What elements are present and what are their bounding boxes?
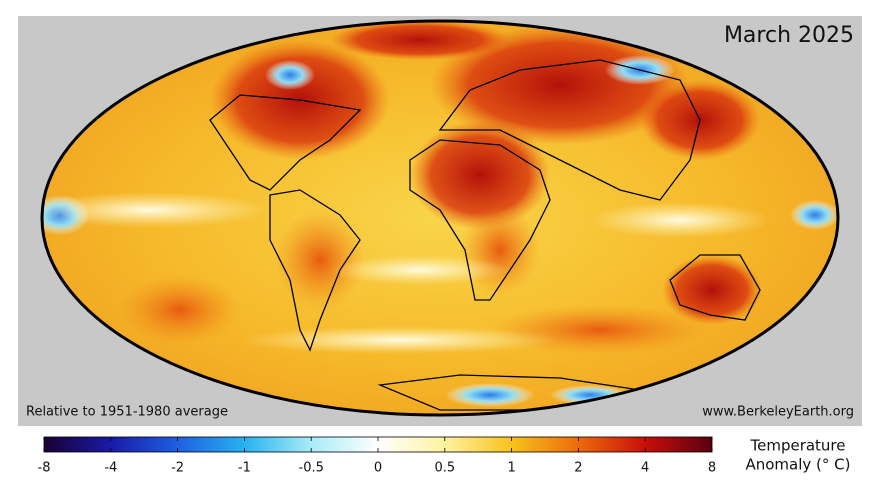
- source: www.BerkeleyEarth.org: [702, 405, 854, 420]
- colorbar-label: Anomaly (° C): [745, 456, 850, 474]
- tick-label: 4: [641, 461, 649, 476]
- tick-label: -8: [38, 461, 51, 476]
- anomaly-field: [42, 21, 838, 415]
- baseline-note: Relative to 1951-1980 average: [26, 405, 228, 420]
- tick-label: -0.5: [299, 461, 324, 476]
- tick-label: 2: [574, 461, 582, 476]
- tick-label: 8: [708, 461, 716, 476]
- colorbar-label: Temperature: [749, 437, 845, 455]
- colorbar-ticks: -8 -4 -2 -1 -0.5 0 0.5 1 2 4 8: [38, 437, 716, 476]
- tick-label: 0: [374, 461, 382, 476]
- map-title: March 2025: [724, 23, 854, 48]
- tick-label: 0.5: [434, 461, 455, 476]
- globe-outline: [40, 19, 840, 417]
- tick-label: -1: [238, 461, 251, 476]
- tick-label: -4: [104, 461, 117, 476]
- tick-label: 1: [507, 461, 515, 476]
- tick-label: -2: [171, 461, 184, 476]
